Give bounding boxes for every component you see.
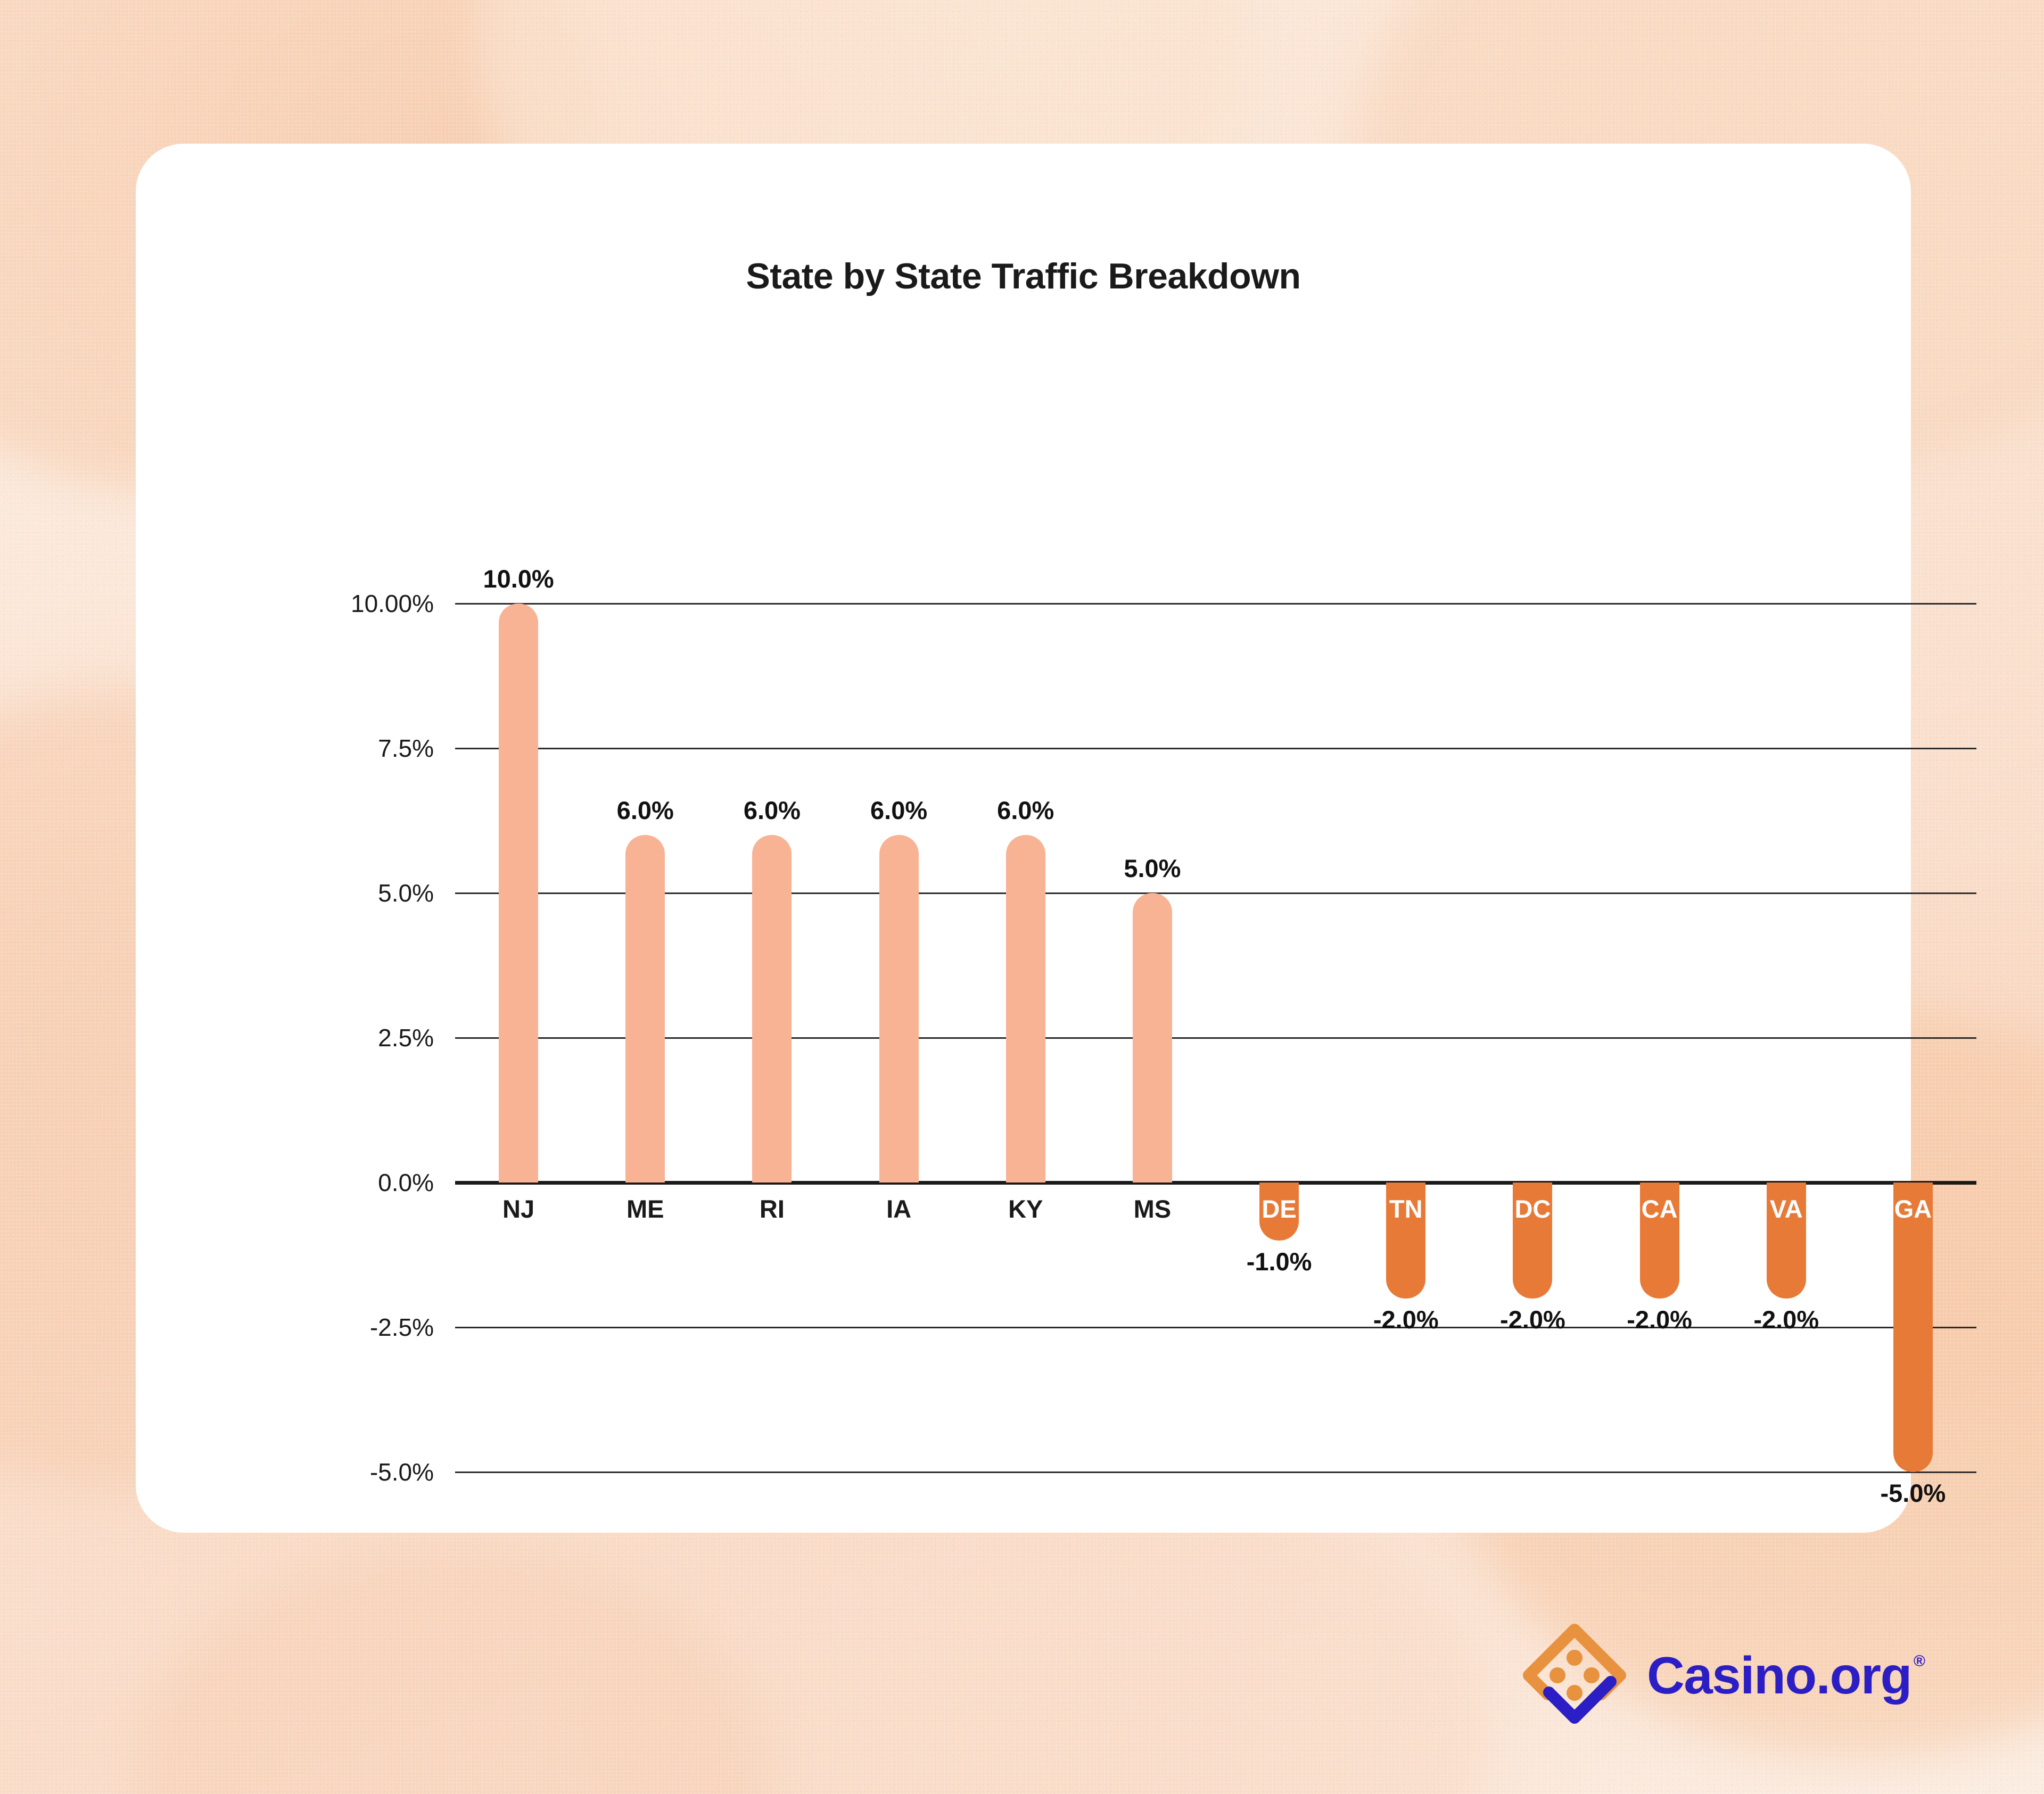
y-axis-tick-label: -2.5% [369,1313,434,1341]
bar-value-label: -2.0% [1500,1305,1565,1334]
chart-plot-area: 10.00% 7.5% 5.0% 2.5% 0.0% -2.5% -5.0% 10.0% NJ… [351,565,1976,1507]
bar-value-label: 6.0% [997,796,1054,825]
gridline [455,1037,1976,1039]
y-axis-tick-label: 0.0% [378,1169,434,1196]
bar[interactable] [1386,1183,1426,1299]
x-axis-category-label: IA [886,1195,912,1223]
x-axis-category-label: VA [1769,1195,1803,1223]
bar-group: -2.0% CA [1627,603,1692,1472]
x-axis-category-label: DC [1514,1195,1551,1223]
registered-trademark-icon: ® [1913,1652,1925,1670]
logo-wordmark: Casino.org ® [1647,1649,1925,1701]
bar-value-label: -2.0% [1753,1305,1819,1334]
bar-group: -5.0% GA [1881,603,1946,1507]
bar[interactable] [1132,893,1172,1183]
x-axis-category-label: TN [1389,1195,1423,1223]
bar[interactable] [625,835,665,1183]
logo-brand-text: Casino.org [1647,1646,1912,1705]
bar-group: 5.0% MS [1124,603,1181,1472]
x-axis-category-label: KY [1008,1195,1043,1223]
bar-value-label: -1.0% [1246,1247,1312,1276]
y-axis-tick-label: -5.0% [369,1458,434,1486]
y-axis-tick-label: 5.0% [378,879,434,907]
x-axis-category-label: DE [1262,1195,1297,1223]
bar-group: 6.0% KY [997,603,1054,1472]
bar-group: -2.0% DC [1500,603,1565,1472]
x-axis-category-label: ME [627,1195,664,1223]
bar[interactable] [752,835,792,1183]
bar-series: 10.0% NJ 6.0% ME 6.0% RI 6.0% IA 6.0% KY 5.0% MS -1.… [455,565,1976,1507]
bar-group: 10.0% NJ [483,565,554,1472]
bar[interactable] [1893,1183,1933,1472]
x-axis-category-label: NJ [502,1195,535,1223]
bar-value-label: -2.0% [1373,1305,1439,1334]
bar[interactable] [1513,1183,1553,1299]
gridline [455,1327,1976,1328]
bar-value-label: -5.0% [1880,1479,1946,1507]
bar-group: -2.0% TN [1373,603,1439,1472]
bar-value-label: 6.0% [616,796,674,825]
bar-group: 6.0% RI [744,603,801,1472]
x-axis-category-label: MS [1133,1195,1172,1223]
bar-group: 6.0% IA [870,603,927,1472]
casino-diamond-logo-icon [1523,1623,1626,1724]
bar-group: -1.0% DE [1247,603,1312,1472]
bar[interactable] [879,835,919,1183]
bar-value-label: -2.0% [1627,1305,1692,1334]
x-axis-category-label: GA [1894,1195,1932,1223]
bar-value-label: 10.0% [483,565,554,593]
bar[interactable] [1766,1183,1806,1299]
chart-card: State by State Traffic Breakdown 10.00% 7… [136,144,1976,1533]
bar[interactable] [1639,1183,1679,1299]
bar-value-label: 5.0% [1124,854,1181,882]
gridline [455,748,1976,749]
bar[interactable] [1259,1183,1299,1241]
bar-value-label: 6.0% [870,796,928,825]
y-axis-tick-label: 2.5% [378,1024,434,1052]
x-axis-category-label: RI [759,1195,785,1223]
casino-org-logo[interactable]: Casino.org ® [1521,1618,1925,1732]
x-axis-category-label: CA [1641,1195,1678,1223]
zero-axis-line [455,1181,1976,1185]
y-axis-tick-label: 10.00% [350,590,434,617]
bar[interactable] [499,603,539,1183]
y-axis-tick-label: 7.5% [378,734,434,762]
y-axis: 10.00% 7.5% 5.0% 2.5% 0.0% -2.5% -5.0% [205,590,434,1486]
bar-group: -2.0% VA [1753,603,1819,1472]
chart-title: State by State Traffic Breakdown [746,256,1301,296]
gridline [455,603,1976,605]
gridline [455,1471,1976,1473]
bar[interactable] [1005,835,1045,1183]
gridline [455,892,1976,894]
bar-value-label: 6.0% [743,796,801,825]
bar-group: 6.0% ME [617,603,674,1472]
